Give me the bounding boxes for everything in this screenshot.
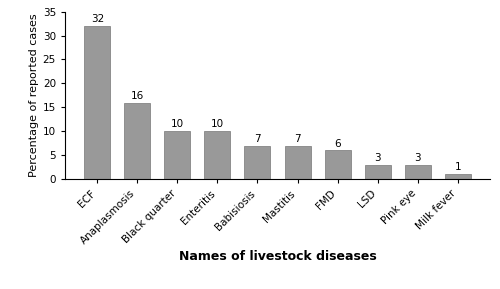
Bar	[124, 103, 150, 179]
Text: 1: 1	[454, 162, 461, 173]
Bar	[84, 26, 110, 179]
Text: 6: 6	[334, 138, 341, 149]
Y-axis label: Percentage of reported cases: Percentage of reported cases	[28, 14, 38, 177]
Bar	[364, 165, 390, 179]
Text: 32: 32	[90, 14, 104, 24]
Bar	[324, 151, 350, 179]
Text: 7: 7	[254, 134, 261, 144]
Bar	[244, 146, 270, 179]
Text: 10: 10	[211, 119, 224, 129]
Text: 10: 10	[171, 119, 184, 129]
Bar	[204, 131, 231, 179]
Text: 3: 3	[374, 153, 381, 163]
Text: 3: 3	[414, 153, 421, 163]
Bar	[404, 165, 430, 179]
Text: 7: 7	[294, 134, 301, 144]
Text: 16: 16	[130, 91, 144, 101]
X-axis label: Names of livestock diseases: Names of livestock diseases	[178, 251, 376, 264]
Bar	[444, 174, 470, 179]
Bar	[164, 131, 190, 179]
Bar	[284, 146, 310, 179]
